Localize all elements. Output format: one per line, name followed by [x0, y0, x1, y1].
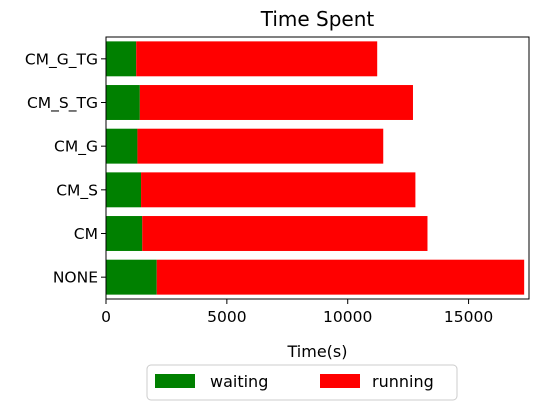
y-tick-label: CM_G — [54, 138, 98, 157]
x-tick-label: 0 — [101, 308, 111, 326]
legend-swatch-waiting — [155, 374, 195, 388]
bar-waiting-cm-g-tg — [106, 41, 137, 77]
y-tick-label: CM_S_TG — [27, 94, 98, 113]
bar-running-cm-s — [141, 172, 416, 208]
legend-box — [146, 364, 458, 401]
y-axis: CM_G_TG CM_S_TG CM_G CM_S CM NONE — [25, 50, 106, 287]
bar-running-cm-s-tg — [139, 85, 413, 120]
legend-label-waiting: waiting — [210, 372, 268, 391]
bar-running-cm-g — [137, 128, 384, 164]
x-tick-label: 10000 — [323, 308, 372, 326]
y-tick-label: CM_S — [56, 181, 98, 200]
bar-waiting-cm-s-tg — [106, 85, 140, 120]
bar-waiting-cm-g — [106, 128, 138, 164]
x-tick-label: 15000 — [444, 308, 493, 326]
x-axis: 0 5000 10000 15000 — [101, 299, 493, 326]
bar-running-none — [156, 259, 525, 295]
x-axis-label: Time(s) — [287, 342, 348, 361]
bar-running-cm — [142, 216, 428, 251]
bar-waiting-cm-s — [106, 172, 142, 208]
y-tick-label: NONE — [53, 269, 98, 287]
bar-waiting-cm — [106, 216, 143, 251]
legend-label-running: running — [372, 372, 434, 391]
bar-group — [106, 41, 525, 295]
x-tick-label: 5000 — [207, 308, 246, 326]
chart-title: Time Spent — [260, 7, 375, 31]
y-tick-label: CM_G_TG — [25, 50, 98, 69]
bar-running-cm-g-tg — [136, 41, 378, 77]
bar-waiting-none — [106, 259, 157, 295]
y-tick-label: CM — [74, 225, 98, 243]
legend: waiting running — [146, 364, 458, 401]
plot-frame — [105, 36, 530, 300]
legend-swatch-running — [320, 374, 360, 388]
